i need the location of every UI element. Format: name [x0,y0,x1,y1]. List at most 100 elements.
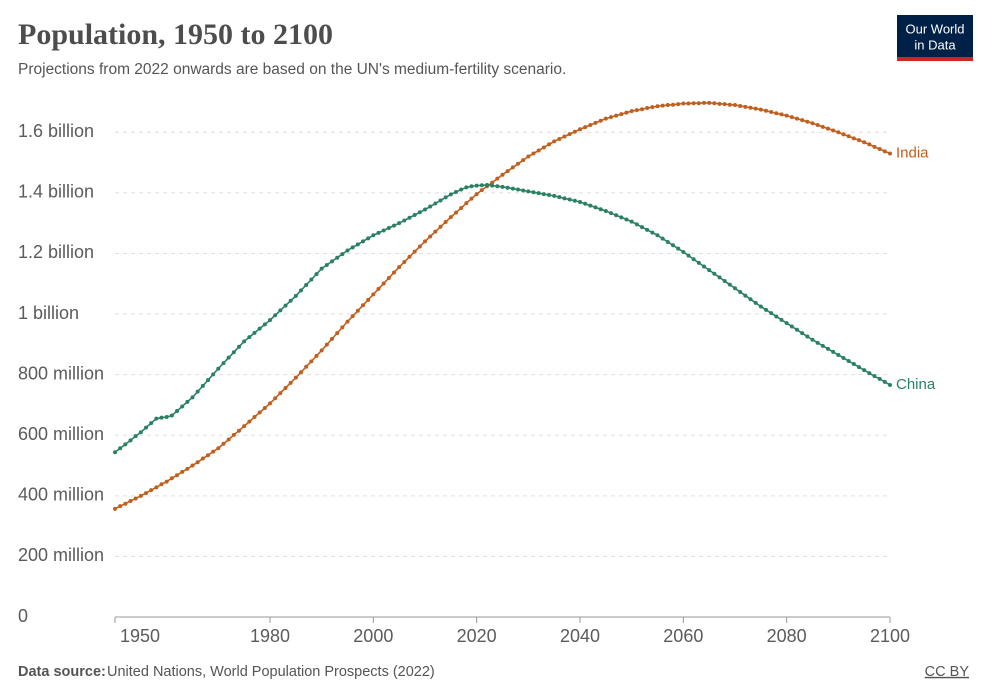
series-point [113,506,117,511]
series-point [231,432,236,437]
series-point [262,405,267,410]
series-point [578,199,582,204]
series-point [113,450,117,455]
series-point [361,239,365,244]
series-point [319,348,324,353]
series-point [800,331,805,336]
series-point [681,249,686,254]
series-point [645,227,650,232]
series-point [216,446,221,451]
series-point [154,416,159,421]
series-point [402,259,407,264]
series-point [702,100,706,105]
series-point [836,130,841,135]
series-point [588,203,593,208]
x-tick-label: 2060 [663,626,703,646]
series-point [355,242,360,247]
series-point [888,382,892,387]
series-point [154,485,159,490]
series-point [118,504,123,509]
series-point [345,248,350,253]
series-point [257,326,262,331]
series-point [531,190,536,195]
series-point [417,244,422,249]
series-point [660,103,665,108]
series-point [392,223,396,228]
series-point [743,293,748,298]
series-point [598,207,603,212]
series-point [479,188,484,193]
series-point [428,204,433,209]
series-point [624,110,629,115]
logo-text: in Data [914,37,956,52]
series-point [350,314,355,319]
x-tick-label: 2100 [870,626,910,646]
series-point [175,409,179,413]
series-point [242,339,247,344]
series-point [299,288,303,293]
series-point [624,217,629,222]
series-point [882,379,887,384]
series-point [526,154,531,159]
series-point [118,446,123,451]
series-point [753,300,758,305]
series-point [211,449,216,454]
series-point [350,245,355,250]
series-point [867,142,872,147]
series-point [262,322,267,327]
series-point [572,198,577,203]
series-point [495,176,500,181]
series-point [397,221,402,226]
series-point [257,410,262,415]
series-point [733,286,737,291]
series-point [851,136,856,141]
series-point [851,362,856,367]
series-point [800,118,805,123]
series-point [655,104,660,109]
series-point [541,192,546,197]
series-point [226,437,231,442]
series-point [242,424,247,429]
series-point [717,275,722,280]
series-point [779,317,784,322]
series-point [309,359,314,364]
y-tick-label: 1.2 billion [18,242,94,262]
series-point [304,364,309,369]
series-point [872,144,877,149]
series-point [273,313,278,318]
series-point [138,493,143,498]
series-point [872,374,877,379]
series-point [727,282,732,287]
series-point [598,118,603,123]
series-point [288,298,293,303]
series-point [474,192,479,197]
series-point [774,111,779,116]
series-point [789,115,794,120]
series-point [665,239,670,244]
series-point [769,109,774,114]
series-point [144,491,148,496]
series-point [252,330,257,335]
series-point [583,201,588,206]
series-point [619,215,624,220]
series-point [753,106,758,111]
series-point [722,279,727,284]
y-tick-label: 200 million [18,545,104,565]
series-point [820,343,825,348]
series-point [609,115,613,120]
series-point [717,101,722,106]
series-point [335,331,340,336]
series-point [407,254,412,259]
series-point [128,438,133,443]
series-point [200,456,205,461]
series-point [293,293,298,298]
logo-text: Our World [906,21,965,36]
series-point [764,307,768,312]
license[interactable]: CC BY [925,664,970,680]
series-point [547,193,551,198]
series-point [629,109,634,114]
series-point [862,368,867,373]
series-point [614,113,619,118]
series-point [200,383,205,388]
y-tick-label: 1 billion [18,303,79,323]
